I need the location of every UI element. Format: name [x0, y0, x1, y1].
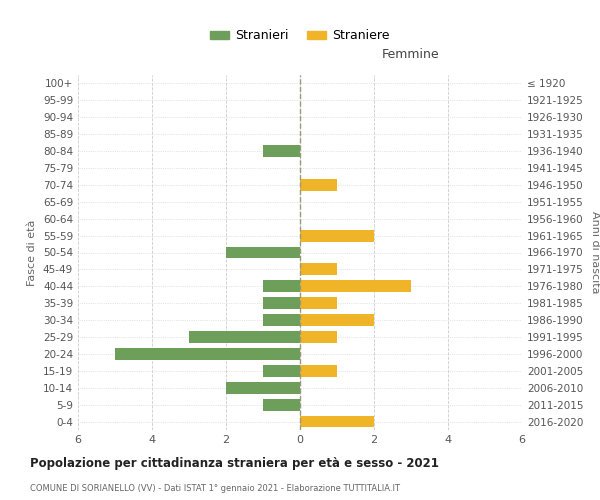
Bar [300, 331, 337, 343]
Bar [226, 246, 300, 258]
Bar [300, 416, 374, 428]
Bar [300, 298, 337, 309]
Bar [263, 280, 300, 292]
Text: Popolazione per cittadinanza straniera per età e sesso - 2021: Popolazione per cittadinanza straniera p… [30, 458, 439, 470]
Text: Femmine: Femmine [382, 48, 440, 61]
Bar [300, 230, 374, 241]
Text: COMUNE DI SORIANELLO (VV) - Dati ISTAT 1° gennaio 2021 - Elaborazione TUTTITALIA: COMUNE DI SORIANELLO (VV) - Dati ISTAT 1… [30, 484, 400, 493]
Bar [263, 365, 300, 377]
Bar [226, 382, 300, 394]
Bar [115, 348, 300, 360]
Y-axis label: Fasce di età: Fasce di età [28, 220, 37, 286]
Bar [300, 365, 337, 377]
Bar [263, 298, 300, 309]
Legend: Stranieri, Straniere: Stranieri, Straniere [205, 24, 395, 48]
Bar [300, 179, 337, 191]
Bar [189, 331, 300, 343]
Bar [263, 314, 300, 326]
Y-axis label: Anni di nascita: Anni di nascita [590, 211, 600, 294]
Bar [300, 314, 374, 326]
Bar [263, 145, 300, 157]
Bar [300, 264, 337, 276]
Bar [300, 280, 411, 292]
Bar [263, 398, 300, 410]
